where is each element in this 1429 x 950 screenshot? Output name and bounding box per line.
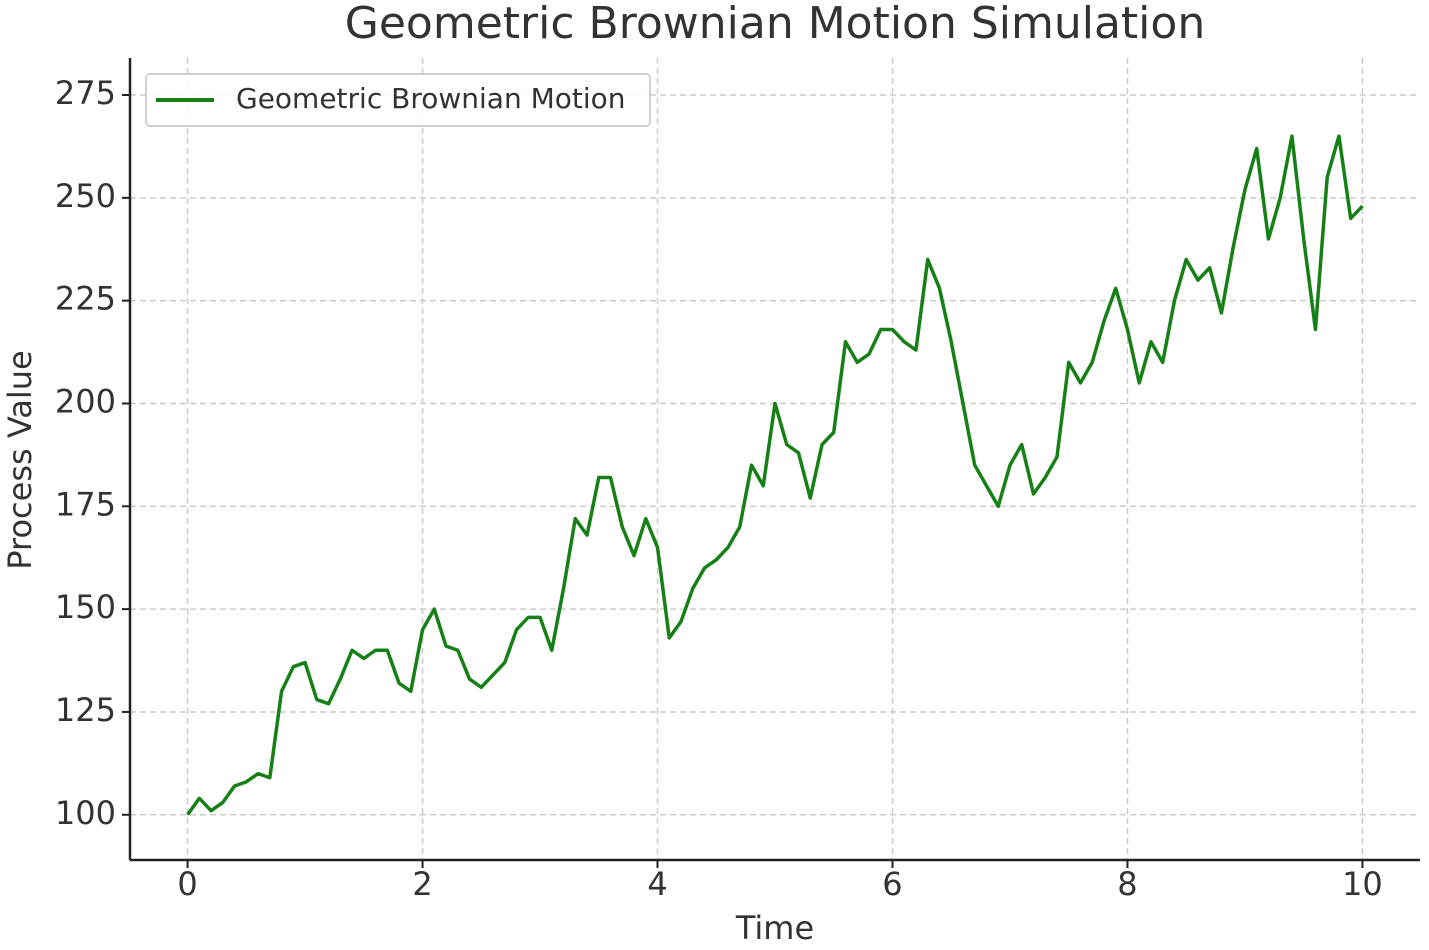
- x-tick-label: 0: [177, 865, 197, 903]
- y-axis-label: Process Value: [1, 350, 39, 569]
- y-tick-label: 100: [55, 794, 116, 832]
- x-axis-label: Time: [735, 909, 814, 947]
- y-tick-label: 225: [55, 280, 116, 318]
- legend-box: [145, 73, 651, 127]
- x-tick-label: 2: [412, 865, 432, 903]
- chart-title: Geometric Brownian Motion Simulation: [345, 0, 1205, 49]
- x-tick-label: 8: [1117, 865, 1137, 903]
- y-tick-label: 200: [55, 382, 116, 420]
- x-tick-label: 6: [882, 865, 902, 903]
- y-tick-label: 150: [55, 588, 116, 626]
- data-line: [186, 134, 1364, 816]
- y-tick-label: 275: [55, 74, 116, 112]
- x-tick-label: 4: [647, 865, 667, 903]
- y-tick-label: 250: [55, 177, 116, 215]
- x-tick-label: 10: [1342, 865, 1383, 903]
- legend-label: Geometric Brownian Motion: [236, 82, 626, 115]
- y-tick-label: 175: [55, 485, 116, 523]
- y-tick-label: 125: [55, 691, 116, 729]
